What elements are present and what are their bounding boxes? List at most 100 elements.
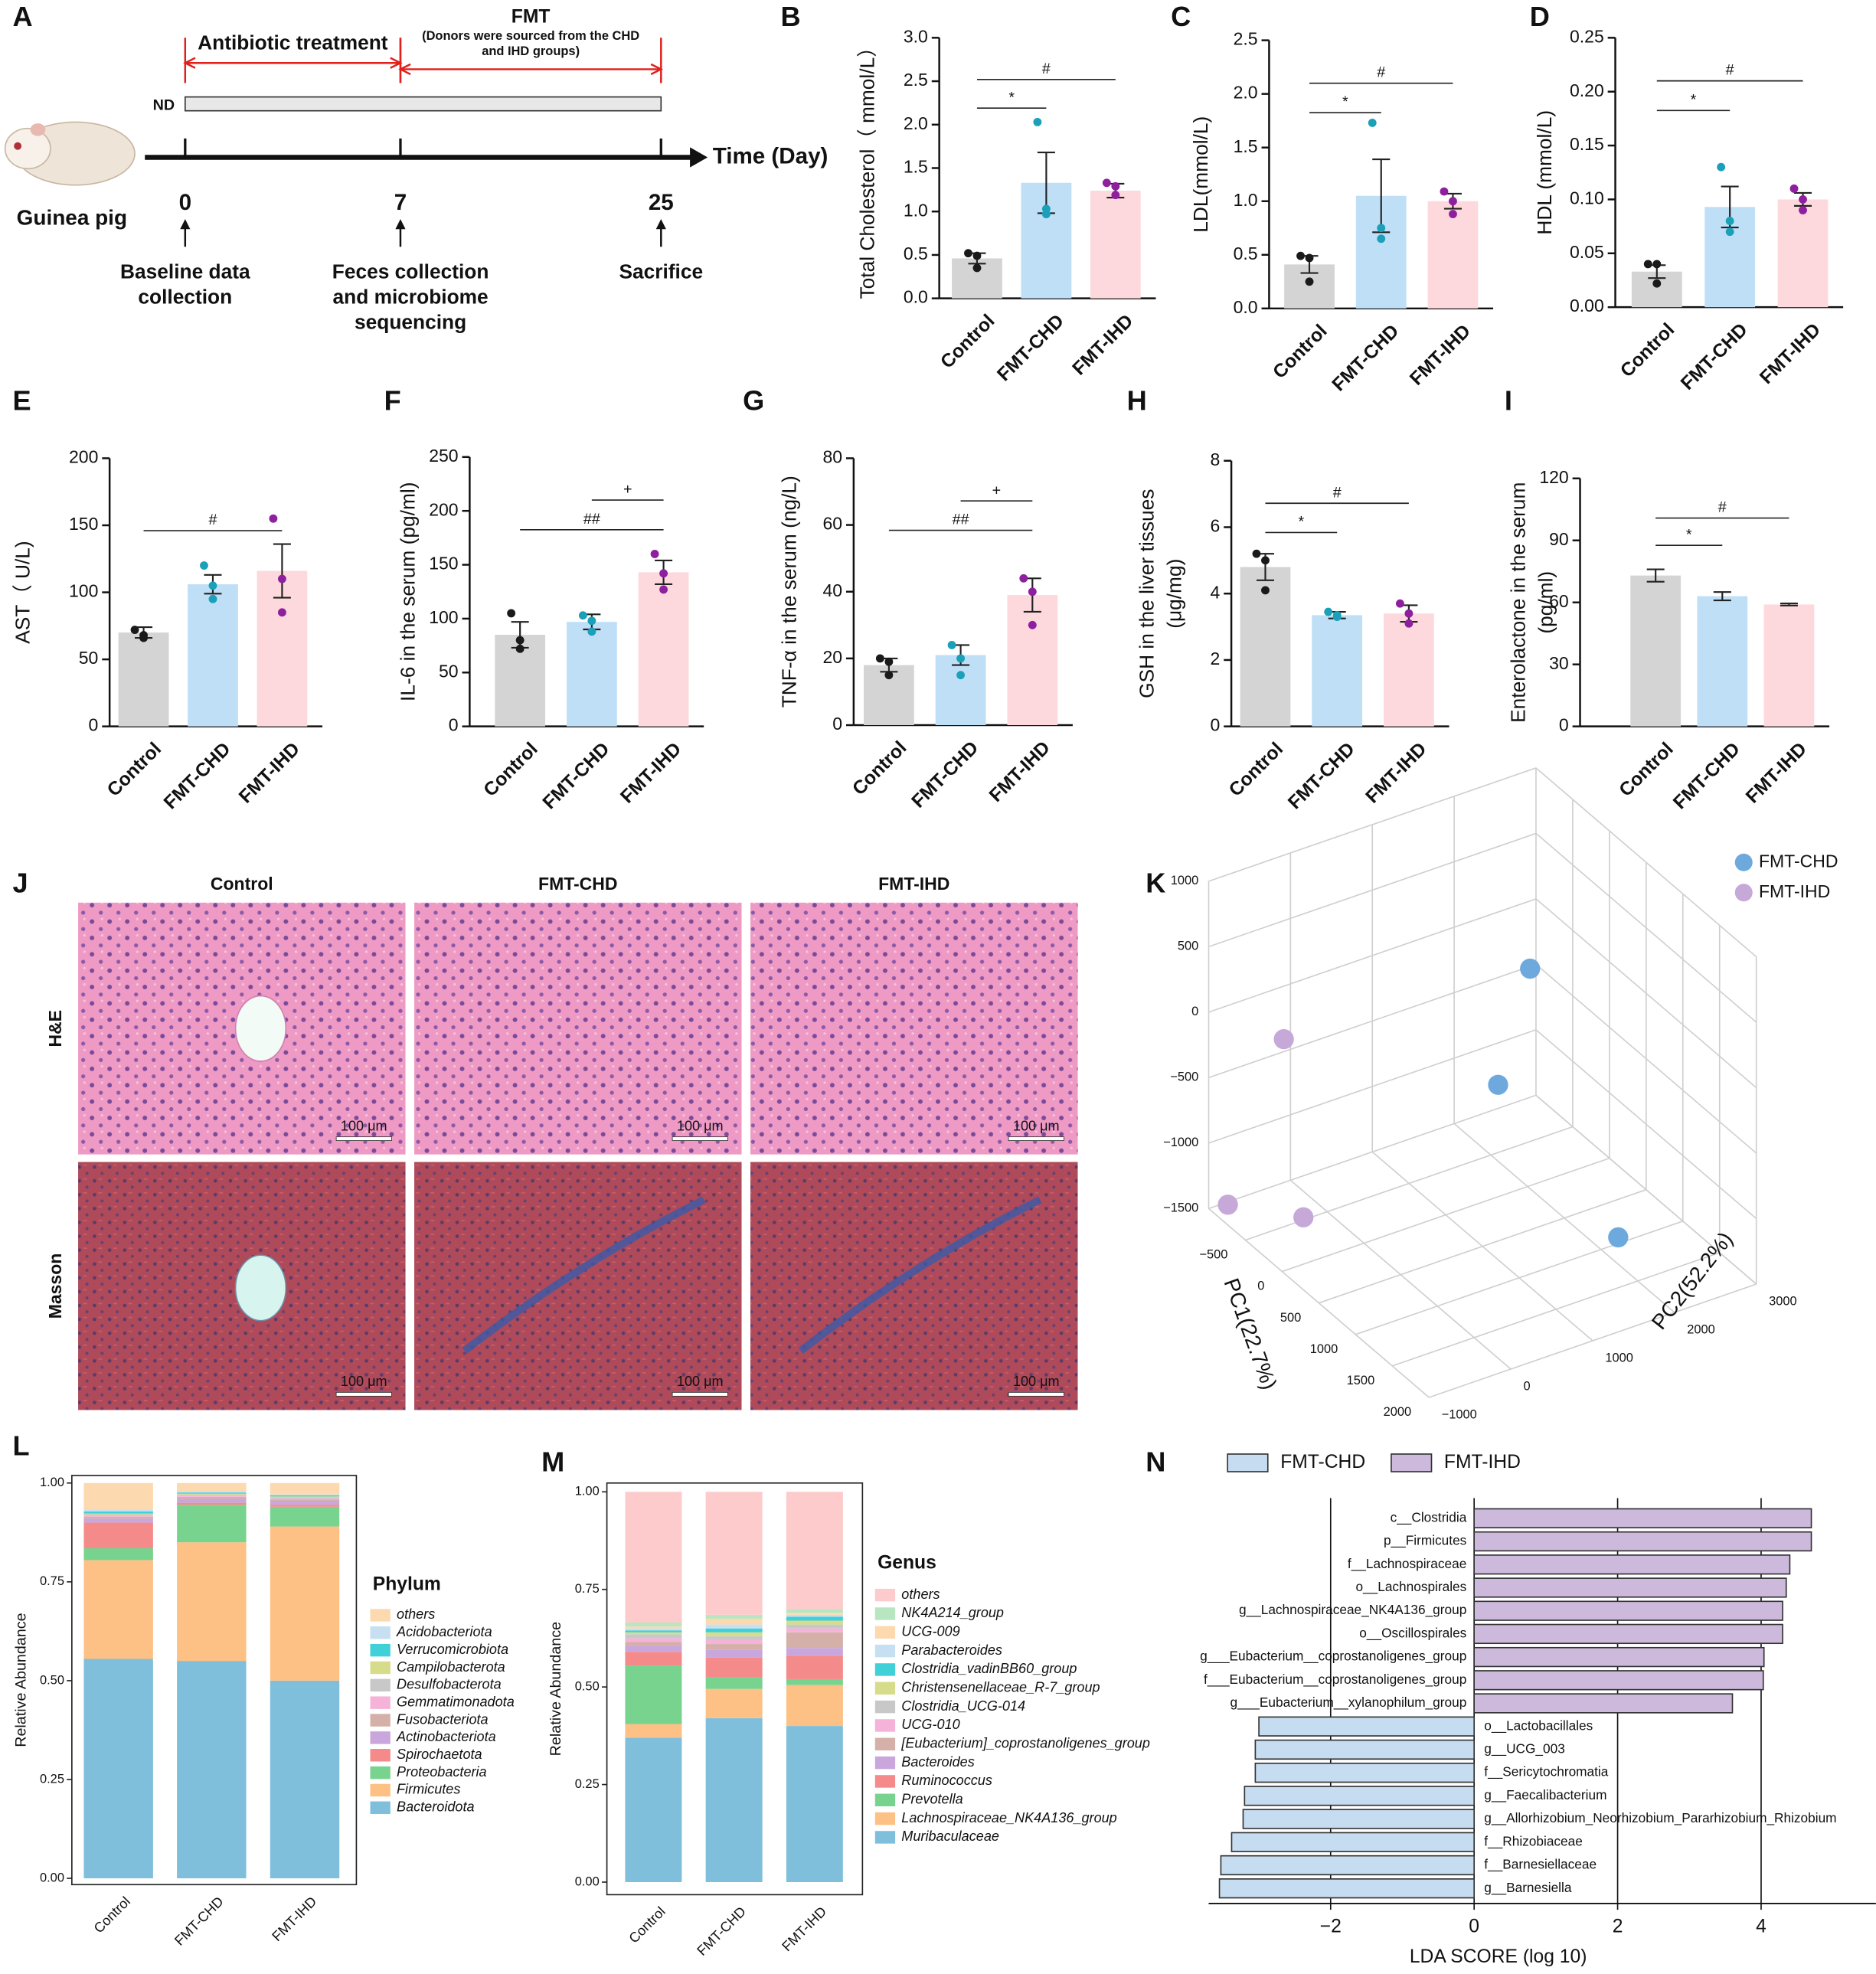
bar-segment xyxy=(177,1494,247,1496)
y-tick-label: 60 xyxy=(822,514,842,534)
legend-swatch xyxy=(874,1756,896,1770)
error-bar xyxy=(1646,568,1665,583)
data-point xyxy=(964,249,972,258)
x-axis-label: LDA SCORE (log 10) xyxy=(1410,1946,1587,1967)
bar-segment xyxy=(705,1677,763,1689)
bar-segment xyxy=(705,1632,763,1636)
z-tick-label: 1000 xyxy=(1171,874,1199,887)
x-tick-label: 1000 xyxy=(1310,1342,1338,1356)
grid-line xyxy=(1535,898,1757,1089)
bar-segment xyxy=(83,1560,153,1659)
bar-segment xyxy=(177,1502,247,1505)
event-arrowhead xyxy=(180,219,191,230)
x-tick-label: FMT-IHD xyxy=(235,739,304,808)
grid-line xyxy=(1535,963,1757,1154)
x-tick-label: FMT-CHD xyxy=(1669,739,1744,814)
bar-segment xyxy=(625,1492,682,1623)
legend-swatch xyxy=(370,1643,391,1657)
legend-swatch xyxy=(1391,1453,1433,1472)
legend-label: [Eubacterium]_coprostanoligenes_group xyxy=(900,1736,1150,1751)
y-tick-label: 6 xyxy=(1210,516,1220,536)
x-tick-label: FMT-CHD xyxy=(1329,321,1404,396)
bar-segment xyxy=(786,1613,843,1615)
bar xyxy=(1473,1554,1791,1575)
bar-segment xyxy=(625,1632,682,1635)
data-point xyxy=(515,636,525,645)
bar-segment xyxy=(705,1614,763,1619)
x-tick-label: 0 xyxy=(1469,1917,1479,1937)
bar-segment xyxy=(270,1496,340,1498)
y-tick-label: 0.25 xyxy=(575,1777,600,1791)
y-tick-label: 1.5 xyxy=(904,157,928,177)
y-tick-label: 90 xyxy=(1549,529,1569,549)
event-label: Sacrifice xyxy=(619,260,703,283)
comparison-label: # xyxy=(1726,62,1734,79)
x-tick-label: FMT-IHD xyxy=(1406,321,1475,390)
data-point xyxy=(875,654,884,663)
data-point xyxy=(956,654,966,663)
y-tick-label: 0.5 xyxy=(904,243,928,263)
phase-note: and IHD groups) xyxy=(482,44,580,58)
bar xyxy=(188,584,238,727)
legend-swatch xyxy=(874,1737,896,1751)
bar-label: f__Barnesiellaceae xyxy=(1484,1857,1597,1872)
data-point xyxy=(1019,574,1028,583)
x-tick-label: 2000 xyxy=(1384,1405,1412,1419)
legend-swatch xyxy=(874,1663,896,1676)
bar-segment xyxy=(625,1634,682,1639)
bar-segment xyxy=(177,1491,247,1493)
data-point xyxy=(1102,178,1111,188)
diet-bar xyxy=(184,96,662,112)
bar-segment xyxy=(625,1642,682,1646)
data-point xyxy=(1440,187,1449,196)
error-bar xyxy=(1780,602,1798,606)
legend-label: Bacteroides xyxy=(901,1754,974,1770)
x-tick-label: FMT-CHD xyxy=(1284,739,1359,814)
data-point xyxy=(277,608,286,617)
legend-label: FMT-IHD xyxy=(1444,1452,1521,1472)
x-tick-label: FMT-CHD xyxy=(908,737,983,812)
bar-label: g__Allorhizobium_Neorhizobium_Pararhizob… xyxy=(1484,1810,1836,1825)
row-label: H&E xyxy=(45,1010,65,1047)
data-point xyxy=(1725,227,1734,237)
y-tick-label: 30 xyxy=(1549,653,1569,673)
legend-label: Campilobacterota xyxy=(397,1659,505,1675)
comparison-label: * xyxy=(1691,91,1697,108)
x-tick-label: FMT-IHD xyxy=(1742,739,1811,808)
y-tick-label: 0.00 xyxy=(40,1871,64,1884)
event-arrowhead xyxy=(655,219,666,230)
bar-segment xyxy=(270,1680,340,1879)
y-tick-label: 1.00 xyxy=(575,1485,600,1498)
bar-label: f__Rhizobiaceae xyxy=(1484,1833,1583,1848)
bar-segment xyxy=(83,1516,153,1519)
micrograph xyxy=(414,1162,742,1410)
y-tick-label: 0 xyxy=(449,715,459,735)
legend-label: others xyxy=(901,1587,940,1602)
y-tick-label: 0.20 xyxy=(1570,80,1604,100)
bar-segment xyxy=(705,1649,763,1658)
legend-label: Proteobacteria xyxy=(397,1764,487,1780)
legend-swatch xyxy=(370,1678,391,1692)
panel-letter: F xyxy=(384,385,401,417)
data-point xyxy=(884,671,894,680)
data-point xyxy=(200,561,208,570)
data-point xyxy=(208,581,217,590)
bar-segment xyxy=(786,1614,843,1617)
grid-line xyxy=(1208,1094,1537,1210)
y-tick-label: 200 xyxy=(429,499,458,519)
legend-label: Prevotella xyxy=(901,1792,963,1807)
bar-segment xyxy=(270,1526,340,1681)
data-point xyxy=(1449,197,1457,206)
data-point xyxy=(1608,1227,1629,1248)
bar-segment xyxy=(270,1499,340,1502)
bar-segment xyxy=(270,1501,340,1505)
y-tick-label: 0.50 xyxy=(40,1673,64,1687)
legend-label: Christensenellaceae_R-7_group xyxy=(901,1680,1100,1695)
bar-label: o__Oscillospirales xyxy=(1359,1625,1466,1640)
data-point xyxy=(1395,599,1404,608)
y-tick-label: 0.25 xyxy=(40,1772,64,1786)
data-point xyxy=(1111,181,1120,191)
x-tick-label: Control xyxy=(626,1904,668,1946)
legend-label: UCG-010 xyxy=(901,1717,959,1732)
event-label: Baseline data xyxy=(120,260,250,283)
